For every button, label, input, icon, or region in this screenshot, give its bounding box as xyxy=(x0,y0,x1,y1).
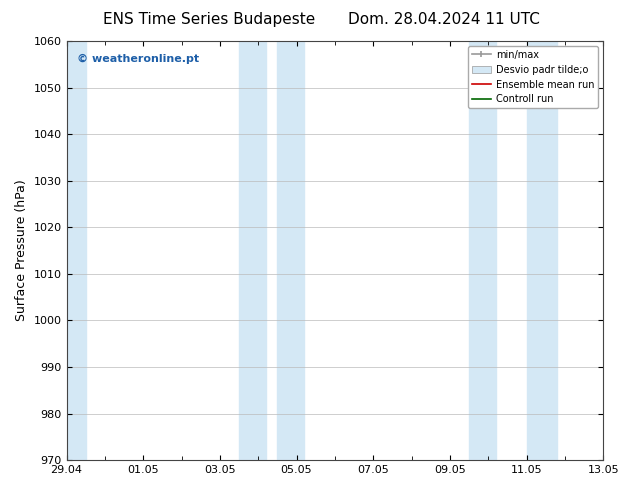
Bar xyxy=(469,41,496,460)
Y-axis label: Surface Pressure (hPa): Surface Pressure (hPa) xyxy=(15,180,28,321)
Text: © weatheronline.pt: © weatheronline.pt xyxy=(77,53,200,64)
Bar xyxy=(277,41,304,460)
Bar xyxy=(239,41,266,460)
Legend: min/max, Desvio padr tilde;o, Ensemble mean run, Controll run: min/max, Desvio padr tilde;o, Ensemble m… xyxy=(468,46,598,108)
Text: ENS Time Series Budapeste: ENS Time Series Budapeste xyxy=(103,12,315,27)
Bar xyxy=(67,41,86,460)
Bar xyxy=(526,41,557,460)
Text: Dom. 28.04.2024 11 UTC: Dom. 28.04.2024 11 UTC xyxy=(348,12,540,27)
